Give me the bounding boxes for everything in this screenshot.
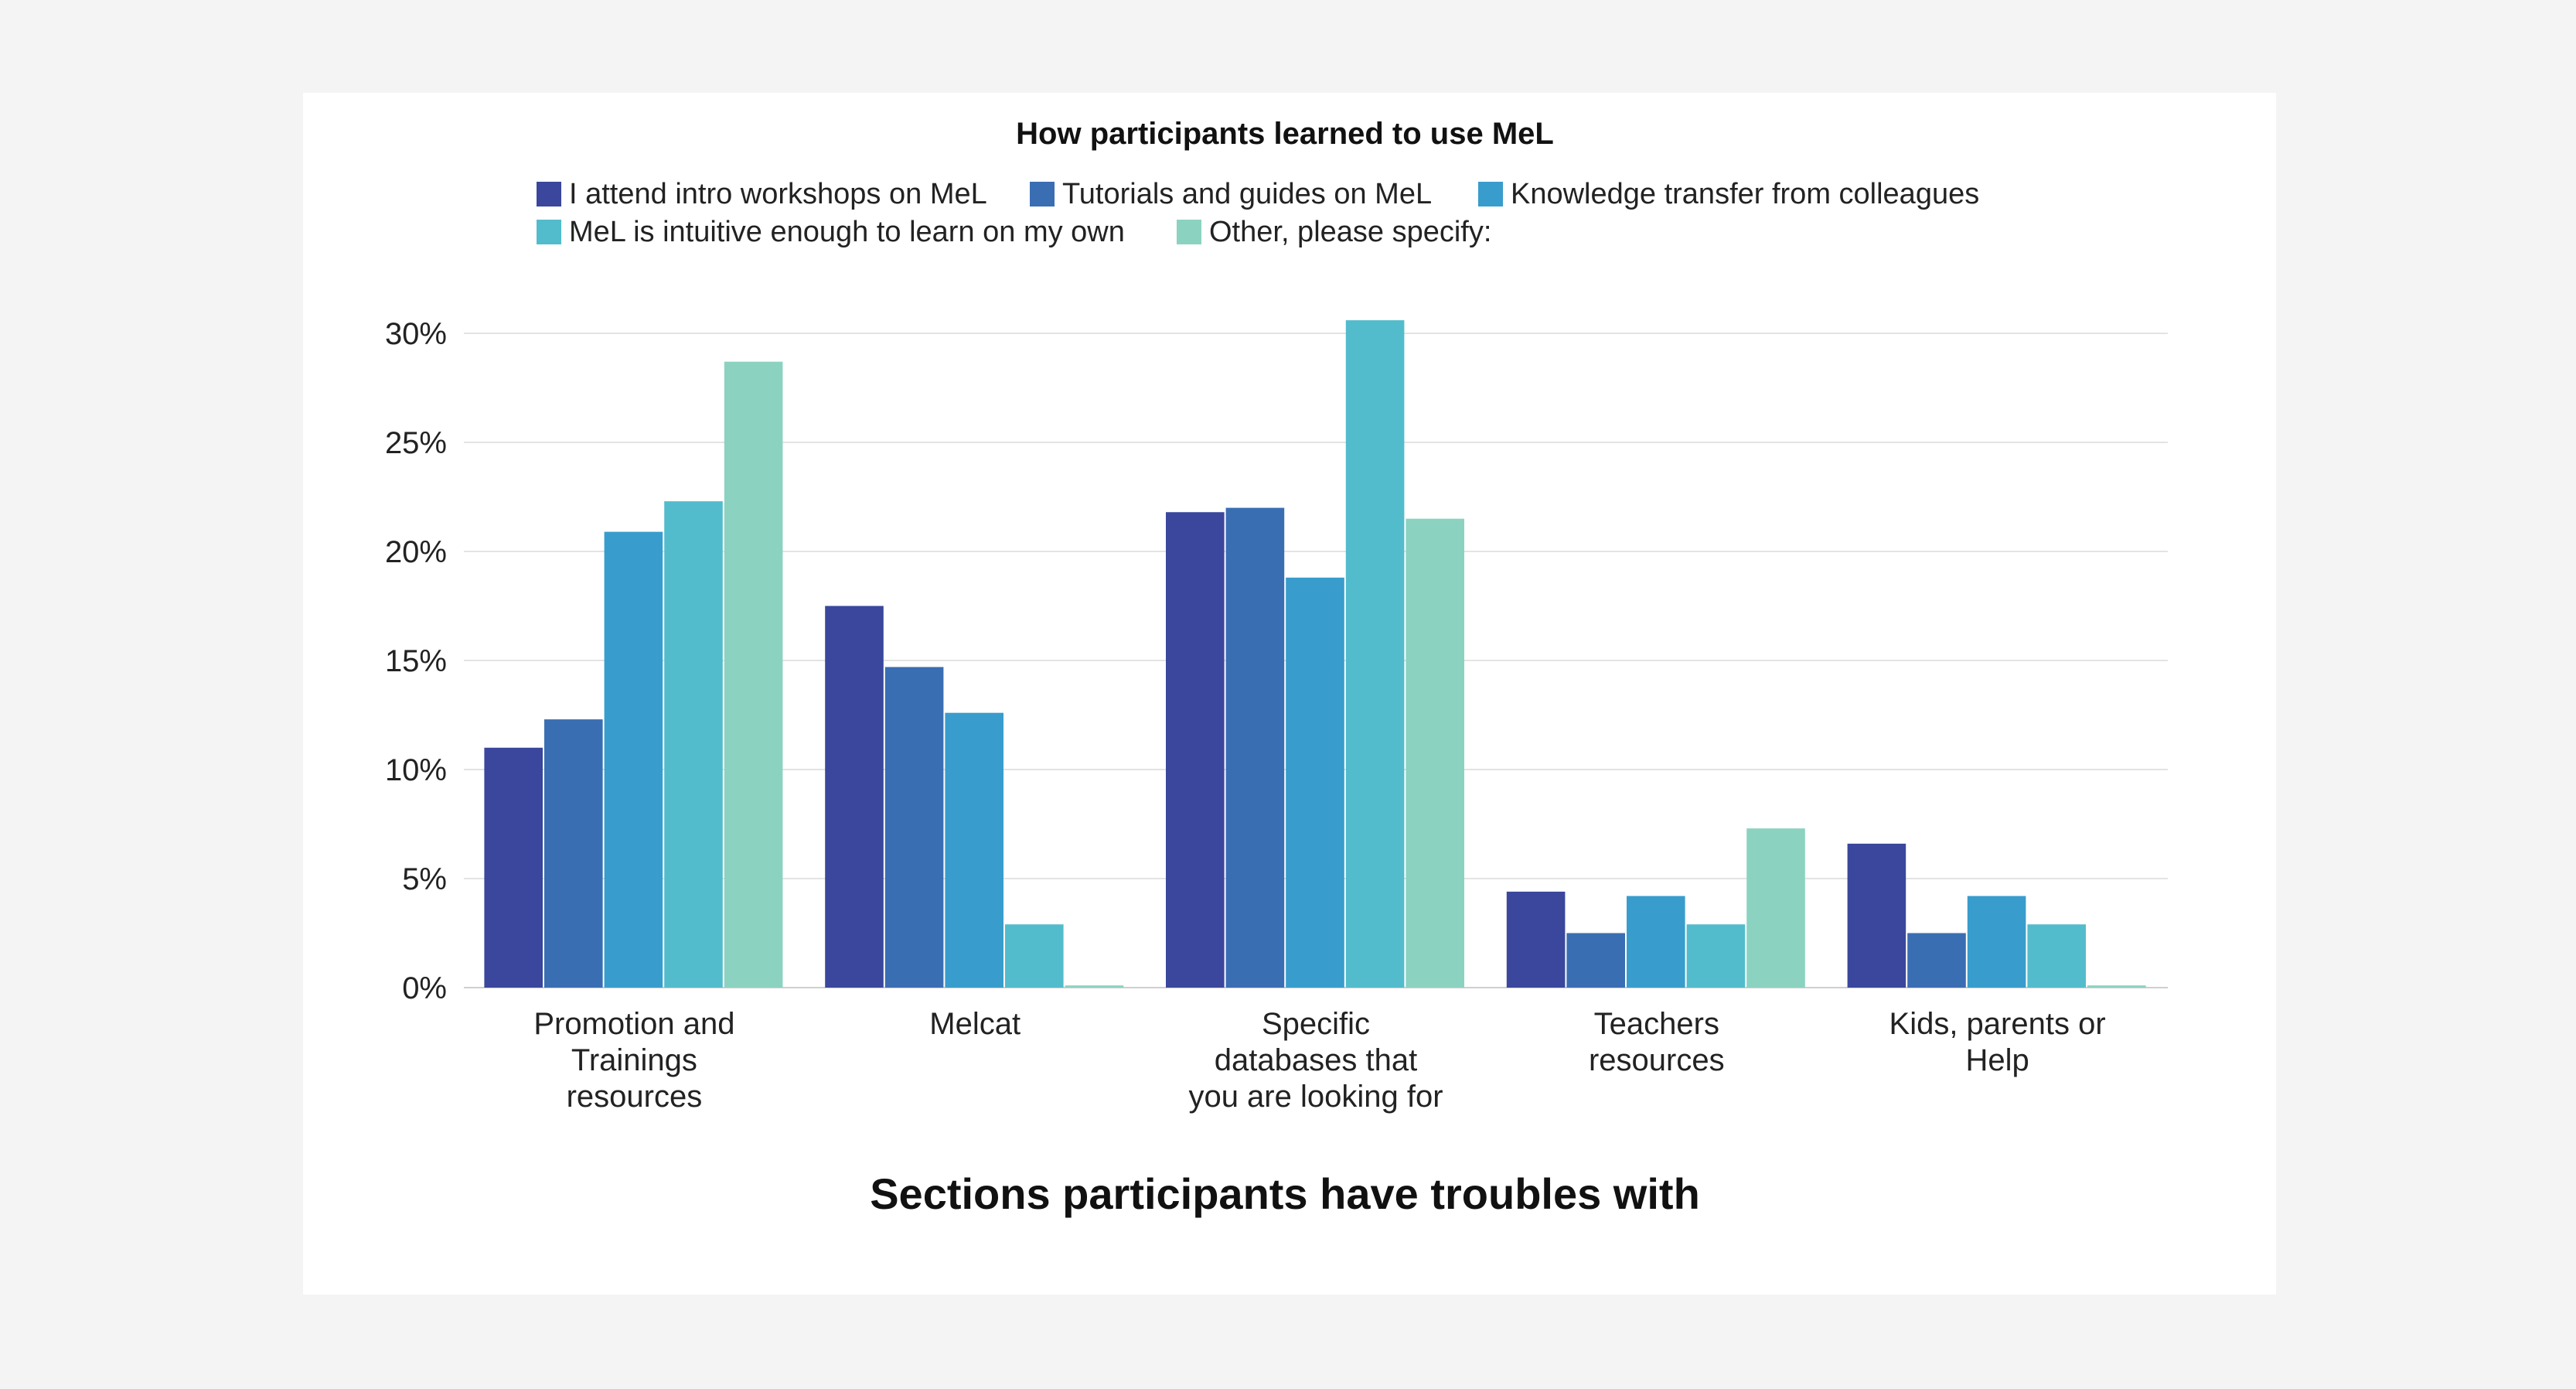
x-tick-label: Kids, parents or Help [1889, 1007, 2106, 1077]
legend-item: Knowledge transfer from colleagues [1478, 178, 1979, 210]
bar [884, 667, 944, 988]
bar [1746, 828, 1805, 988]
legend-swatch [537, 182, 561, 206]
y-tick-label: 25% [385, 426, 447, 460]
legend-label: MeL is intuitive enough to learn on my o… [569, 216, 1125, 248]
chart-title: How participants learned to use MeL [1016, 117, 1554, 151]
bar [724, 361, 783, 988]
y-tick-label: 30% [385, 317, 447, 351]
chart-card: How participants learned to use MeL I at… [303, 93, 2276, 1295]
x-tick-label: Melcat [929, 1007, 1021, 1041]
legend-item: MeL is intuitive enough to learn on my o… [537, 216, 1125, 248]
bar [544, 719, 603, 988]
bar [1225, 507, 1285, 988]
bar [1686, 924, 1746, 988]
x-tick-label: Promotion and Trainings resources [533, 1007, 734, 1114]
legend-swatch [537, 220, 561, 244]
legend-item: Tutorials and guides on MeL [1030, 178, 1432, 210]
y-tick-label: 5% [402, 862, 447, 896]
legend-label: I attend intro workshops on MeL [569, 178, 987, 210]
bar [1406, 518, 1464, 988]
bar [1345, 320, 1405, 988]
bar [484, 747, 543, 988]
legend-swatch [1030, 182, 1055, 206]
legend-label: Tutorials and guides on MeL [1062, 178, 1432, 210]
bar [2087, 985, 2146, 988]
bar [2027, 924, 2086, 988]
y-tick-label: 10% [385, 753, 447, 787]
y-tick-label: 20% [385, 535, 447, 569]
bar [1907, 933, 1966, 988]
legend: I attend intro workshops on MeL Tutorials… [537, 178, 1979, 248]
legend-label: Knowledge transfer from colleagues [1511, 178, 1979, 210]
legend-swatch [1478, 182, 1503, 206]
bar [1627, 896, 1685, 988]
bars [484, 320, 2146, 988]
bar [1847, 843, 1906, 988]
x-tick-label: Teachers resources [1589, 1007, 1725, 1077]
x-tick-label: Specific databases that you are looking fo… [1188, 1007, 1443, 1114]
bar [1566, 933, 1625, 988]
bar [664, 501, 723, 988]
legend-label: Other, please specify: [1209, 216, 1491, 248]
bar [1005, 924, 1064, 988]
bar-chart: How participants learned to use MeL I at… [385, 117, 2168, 1218]
y-tick-label: 15% [385, 644, 447, 678]
bar [945, 712, 1003, 988]
legend-swatch [1177, 220, 1201, 244]
bar [1166, 512, 1225, 988]
legend-item: Other, please specify: [1177, 216, 1491, 248]
bar [1967, 896, 2026, 988]
bar [1506, 891, 1566, 988]
x-axis-title: Sections participants have troubles with [870, 1169, 1700, 1218]
bar [604, 531, 663, 988]
bar [825, 606, 884, 988]
y-tick-label: 0% [402, 971, 447, 1005]
bar [1065, 985, 1124, 988]
x-axis: Promotion and Trainings resources Melcat Spe… [533, 1007, 2105, 1114]
legend-item: I attend intro workshops on MeL [537, 178, 987, 210]
bar [1286, 577, 1344, 988]
y-axis: 0% 5% 10% 15% 20% 25% 30% [385, 317, 447, 1005]
